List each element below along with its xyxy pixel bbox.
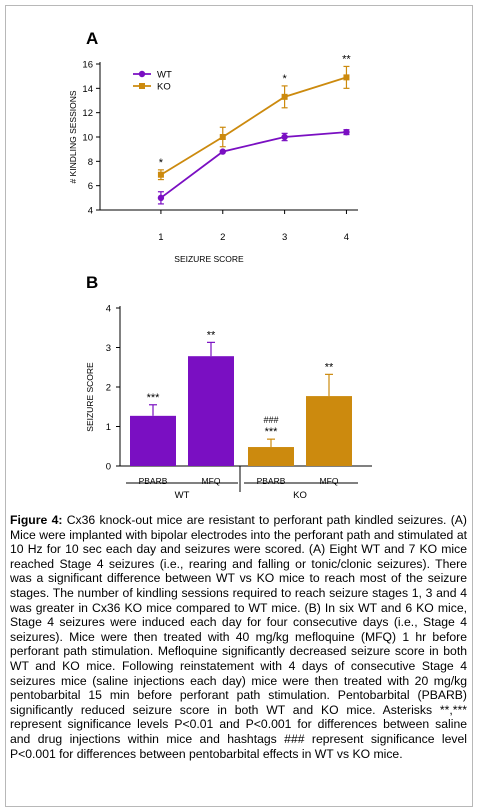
- y-tick-label: 6: [88, 181, 93, 192]
- data-point: [219, 134, 226, 140]
- significance-hash-label: ###: [263, 415, 278, 425]
- figure-caption: Figure 4: Cx36 knock-out mice are resist…: [10, 513, 467, 761]
- x-tick-label: 4: [344, 232, 349, 243]
- panel-b-letter: B: [86, 273, 98, 292]
- bar: [306, 396, 352, 466]
- data-point: [157, 194, 165, 202]
- significance-label: **: [342, 53, 351, 65]
- significance-label: *: [159, 157, 164, 169]
- y-tick-label: 2: [106, 383, 111, 394]
- data-point: [343, 128, 350, 136]
- significance-label: ***: [147, 392, 161, 404]
- figure-frame: [5, 5, 473, 807]
- data-point: [157, 171, 164, 178]
- legend-marker: [138, 70, 146, 78]
- bar: [188, 356, 234, 466]
- x-tick-label: PBARB: [139, 476, 168, 486]
- y-axis-title: # KINDLING SESSIONS: [68, 90, 78, 183]
- y-tick-label: 4: [106, 304, 111, 315]
- data-point: [281, 93, 288, 100]
- group-label: WT: [175, 490, 190, 501]
- y-tick-label: 14: [82, 84, 93, 95]
- significance-label: **: [325, 361, 334, 373]
- x-tick-label: 2: [220, 232, 225, 243]
- y-tick-label: 16: [82, 60, 93, 71]
- y-tick-label: 10: [82, 133, 93, 144]
- bar: [130, 415, 176, 466]
- group-label: KO: [293, 490, 307, 501]
- y-tick-label: 1: [106, 422, 111, 433]
- x-axis-title: SEIZURE SCORE: [174, 254, 244, 264]
- caption-label: Figure 4:: [10, 513, 63, 527]
- legend-label: WT: [157, 70, 172, 81]
- x-tick-label: PBARB: [257, 476, 286, 486]
- bar: [248, 447, 294, 466]
- series-line: [160, 131, 347, 199]
- data-point: [281, 133, 288, 141]
- caption-text: Cx36 knock-out mice are resistant to per…: [10, 513, 467, 761]
- y-tick-label: 0: [106, 462, 111, 473]
- x-tick-label: MFQ: [320, 476, 339, 486]
- y-tick-label: 8: [88, 157, 93, 168]
- significance-label: *: [282, 73, 287, 85]
- x-tick-label: 3: [282, 232, 287, 243]
- data-point: [343, 74, 350, 81]
- y-tick-label: 4: [88, 206, 93, 217]
- legend-label: KO: [157, 82, 171, 93]
- significance-label: **: [207, 329, 216, 341]
- y-axis-title: SEIZURE SCORE: [85, 362, 95, 432]
- legend-marker: [139, 83, 145, 89]
- data-point: [219, 148, 226, 155]
- y-tick-label: 12: [82, 108, 93, 119]
- series-line: [160, 76, 347, 176]
- panel-a-letter: A: [86, 29, 98, 48]
- significance-label: ***: [265, 426, 279, 438]
- y-tick-label: 3: [106, 343, 111, 354]
- x-tick-label: 1: [158, 232, 163, 243]
- x-tick-label: MFQ: [202, 476, 221, 486]
